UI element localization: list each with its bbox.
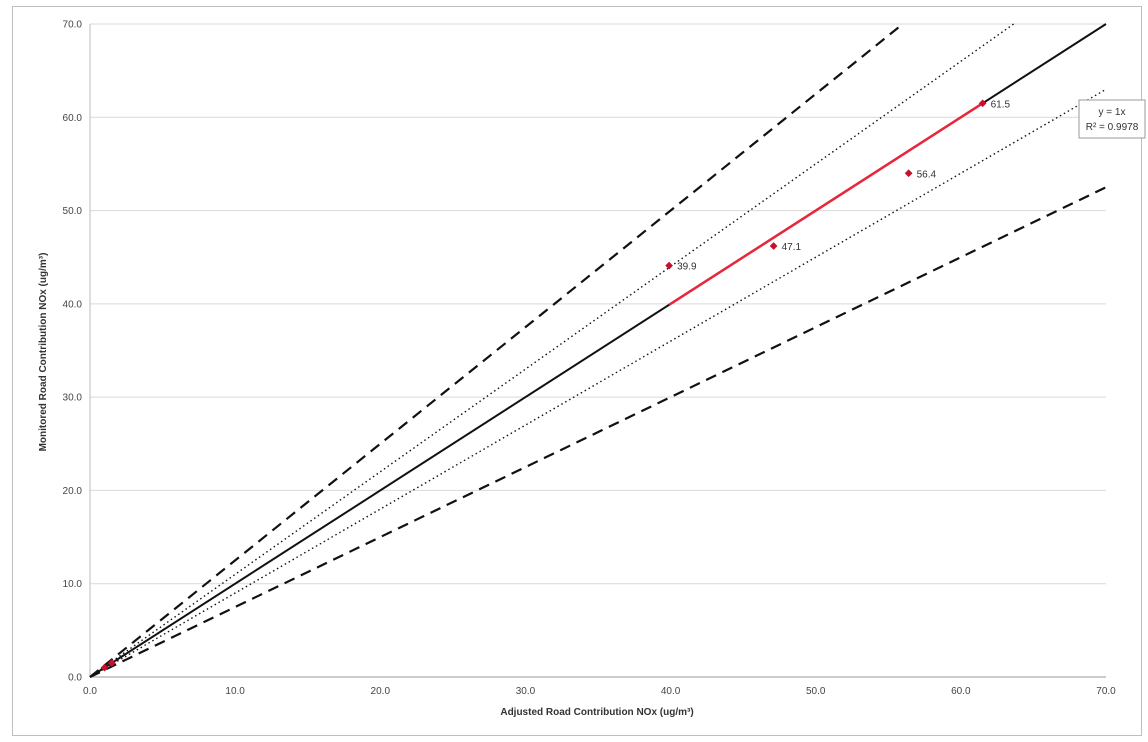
- y-tick-label: 70.0: [63, 20, 83, 31]
- data-point-label: 39.9: [677, 262, 697, 273]
- x-tick-label: 60.0: [951, 686, 971, 697]
- y-axis-title: Monitored Road Contribution NOx (ug/m³): [38, 253, 49, 452]
- trendline-label-border: [1078, 99, 1146, 139]
- x-tick-label: 20.0: [371, 686, 391, 697]
- reference-line-dashed: [89, 186, 1107, 678]
- reference-line-dashed: [89, 23, 904, 678]
- x-tick-label: 70.0: [1096, 686, 1116, 697]
- y-tick-label: 10.0: [63, 579, 83, 590]
- y-tick-label: 40.0: [63, 299, 83, 310]
- y-tick-label: 20.0: [63, 486, 83, 497]
- x-tick-label: 50.0: [806, 686, 826, 697]
- data-point-label: 56.4: [917, 169, 937, 180]
- x-tick-label: 10.0: [225, 686, 245, 697]
- data-point: [665, 261, 674, 270]
- x-axis-title: Adjusted Road Contribution NOx (ug/m³): [500, 707, 693, 718]
- data-point: [107, 659, 116, 667]
- data-point: [904, 169, 913, 178]
- trendline-equation: y = 1x: [1099, 107, 1126, 118]
- gridlines: [89, 23, 1106, 678]
- y-tick-labels: 0.0 10.0 20.0 30.0 40.0 50.0 60.0 70.0: [63, 20, 83, 684]
- x-tick-label: 40.0: [661, 686, 681, 697]
- data-point-label: 61.5: [991, 99, 1011, 110]
- data-point-label: 47.1: [782, 242, 802, 253]
- y-tick-label: 50.0: [63, 206, 83, 217]
- y-tick-label: 0.0: [68, 673, 82, 684]
- data-point: [978, 99, 987, 108]
- y-tick-label: 30.0: [63, 393, 83, 404]
- data-point: [769, 242, 778, 250]
- data-points: 39.9 47.1 56.4 61.5: [100, 99, 1011, 672]
- trendline-segment: [668, 102, 984, 306]
- reference-line-dotted: [89, 88, 1107, 678]
- trendline: [668, 102, 984, 306]
- trendline-r-squared: R² = 0.9978: [1086, 122, 1139, 133]
- chart-frame: [12, 6, 1142, 736]
- data-point: [100, 663, 109, 672]
- y-tick-label: 60.0: [63, 113, 83, 124]
- trendline-label-box: y = 1x R² = 0.9978: [1078, 99, 1146, 139]
- x-tick-labels: 0.0 10.0 20.0 30.0 40.0 50.0 60.0 70.0: [83, 686, 1116, 697]
- reference-line-dotted: [89, 23, 1015, 678]
- x-tick-label: 0.0: [83, 686, 97, 697]
- x-tick-label: 30.0: [516, 686, 536, 697]
